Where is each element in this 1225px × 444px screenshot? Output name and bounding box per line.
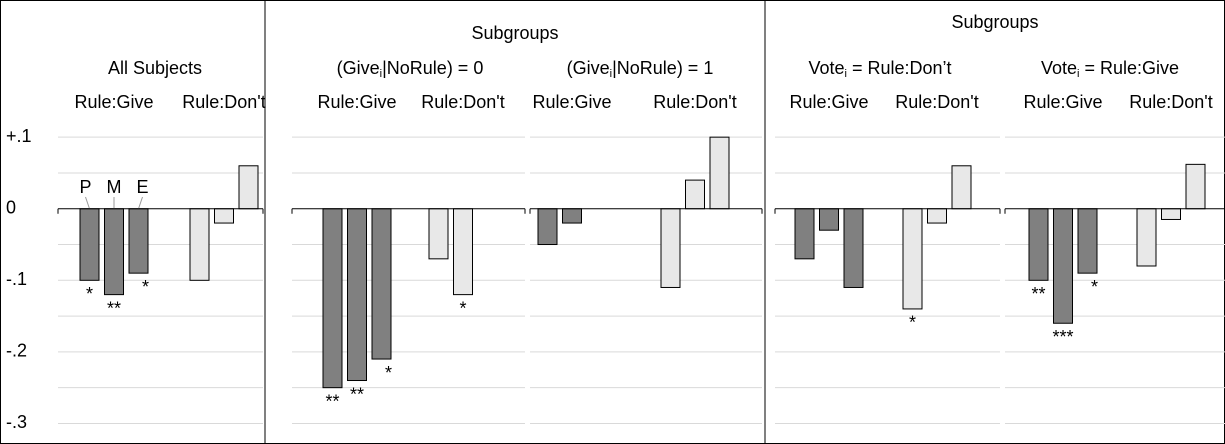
bar	[951, 165, 972, 210]
title-text: = Rule:Don’t	[847, 58, 952, 78]
y-tick-label: 0	[6, 197, 16, 217]
significance: *	[909, 313, 916, 333]
title-text: = Rule:Give	[1079, 58, 1179, 78]
title-subscript: i	[845, 68, 847, 80]
panel-title: All Subjects	[108, 58, 202, 78]
bar	[214, 208, 234, 224]
bar	[537, 208, 558, 246]
significance: *	[142, 277, 149, 297]
bar	[1053, 208, 1073, 324]
bar	[1136, 208, 1157, 267]
y-tick-label: -.3	[6, 412, 27, 432]
bar	[927, 208, 947, 224]
bar	[428, 208, 449, 260]
significance: *	[459, 298, 466, 318]
bar	[709, 136, 730, 210]
panel-title: Votei = Rule:Don’t	[808, 58, 951, 80]
group-label: Rule:Don't	[653, 92, 736, 112]
title-subscript: i	[380, 68, 382, 80]
title-text: All Subjects	[108, 58, 202, 78]
bar	[843, 208, 864, 288]
group-label: Rule:Give	[789, 92, 868, 112]
group-label: Rule:Give	[74, 92, 153, 112]
significance: **	[325, 391, 339, 411]
title-text: (Give	[567, 58, 610, 78]
panel-title: Votei = Rule:Give	[1041, 58, 1179, 80]
bar	[1161, 208, 1181, 220]
leader-line	[85, 196, 90, 209]
significance: *	[1091, 277, 1098, 297]
y-tick-label: +.1	[6, 126, 32, 146]
group-label: Rule:Don't	[182, 92, 265, 112]
bar	[189, 208, 210, 281]
significance: **	[350, 384, 364, 404]
bar	[1185, 163, 1206, 210]
group-label: Rule:Don't	[421, 92, 504, 112]
bar	[238, 165, 259, 210]
bar	[562, 208, 582, 224]
bar	[1028, 208, 1049, 281]
panel-title: (Givei|NoRule) = 1	[567, 58, 714, 80]
title-text: |NoRule) = 0	[382, 58, 483, 78]
title-text: Vote	[1041, 58, 1077, 78]
bar-label: M	[107, 177, 122, 197]
bar	[371, 208, 392, 360]
bar	[819, 208, 839, 231]
section-header: Subgroups	[471, 23, 558, 43]
y-tick-label: -.1	[6, 269, 27, 289]
title-text: (Give	[337, 58, 380, 78]
bar	[660, 208, 681, 288]
significance: **	[107, 298, 121, 318]
group-label: Rule:Don't	[895, 92, 978, 112]
panel-title: (Givei|NoRule) = 0	[337, 58, 484, 80]
bar-label: E	[136, 177, 148, 197]
bar	[79, 208, 100, 281]
title-text: |NoRule) = 1	[612, 58, 713, 78]
bar	[104, 208, 124, 296]
group-label: Rule:Give	[317, 92, 396, 112]
bar	[902, 208, 923, 310]
title-text: Vote	[808, 58, 844, 78]
bar-label: P	[79, 177, 91, 197]
section-header: Subgroups	[951, 12, 1038, 32]
bar	[685, 179, 705, 210]
bar	[322, 208, 343, 389]
group-label: Rule:Don't	[1129, 92, 1212, 112]
y-tick-label: -.2	[6, 341, 27, 361]
significance: *	[86, 284, 93, 304]
significance: ***	[1052, 327, 1073, 347]
leader-line	[138, 196, 143, 209]
significance: **	[1031, 284, 1045, 304]
bar	[347, 208, 367, 382]
group-label: Rule:Give	[1023, 92, 1102, 112]
bar	[128, 208, 149, 274]
bar	[453, 208, 473, 296]
title-subscript: i	[1077, 68, 1079, 80]
bar	[1077, 208, 1098, 274]
bar	[794, 208, 815, 260]
group-label: Rule:Give	[532, 92, 611, 112]
title-subscript: i	[610, 68, 612, 80]
significance: *	[385, 363, 392, 383]
